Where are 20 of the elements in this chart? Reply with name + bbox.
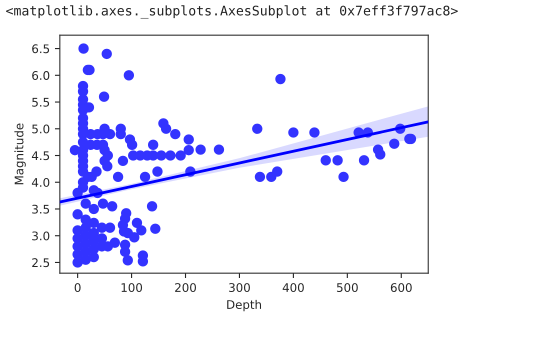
x-axis-title: Depth: [227, 300, 262, 312]
y-tick-label: 4.5: [32, 151, 50, 160]
x-tick-label: 500: [336, 283, 358, 292]
x-tick-label: 600: [390, 283, 412, 292]
y-tick-label: 6.5: [32, 44, 50, 54]
x-tick-label: 300: [229, 283, 250, 292]
text: <matplotlib.axes._subplots.AxesSubplot at 0x7eff3f797ac8>: [6, 5, 458, 18]
x-tick-label: 400: [282, 283, 304, 292]
x-tick-label: 200: [175, 283, 196, 292]
y-axis-title: Magnitude: [14, 124, 26, 184]
y-tick-label: 5.5: [32, 98, 50, 107]
y-tick-label: 2.5: [32, 258, 50, 268]
x-tick-label: 0: [74, 283, 81, 292]
y-tick-label: 6.0: [32, 71, 50, 80]
y-tick-label: 5.0: [32, 124, 50, 134]
y-tick-label: 4.0: [32, 178, 50, 187]
y-tick-label: 3.0: [32, 231, 50, 240]
x-tick-label: 100: [122, 283, 142, 292]
line-series: [60, 120, 428, 204]
y-tick-label: 3.5: [32, 204, 50, 214]
